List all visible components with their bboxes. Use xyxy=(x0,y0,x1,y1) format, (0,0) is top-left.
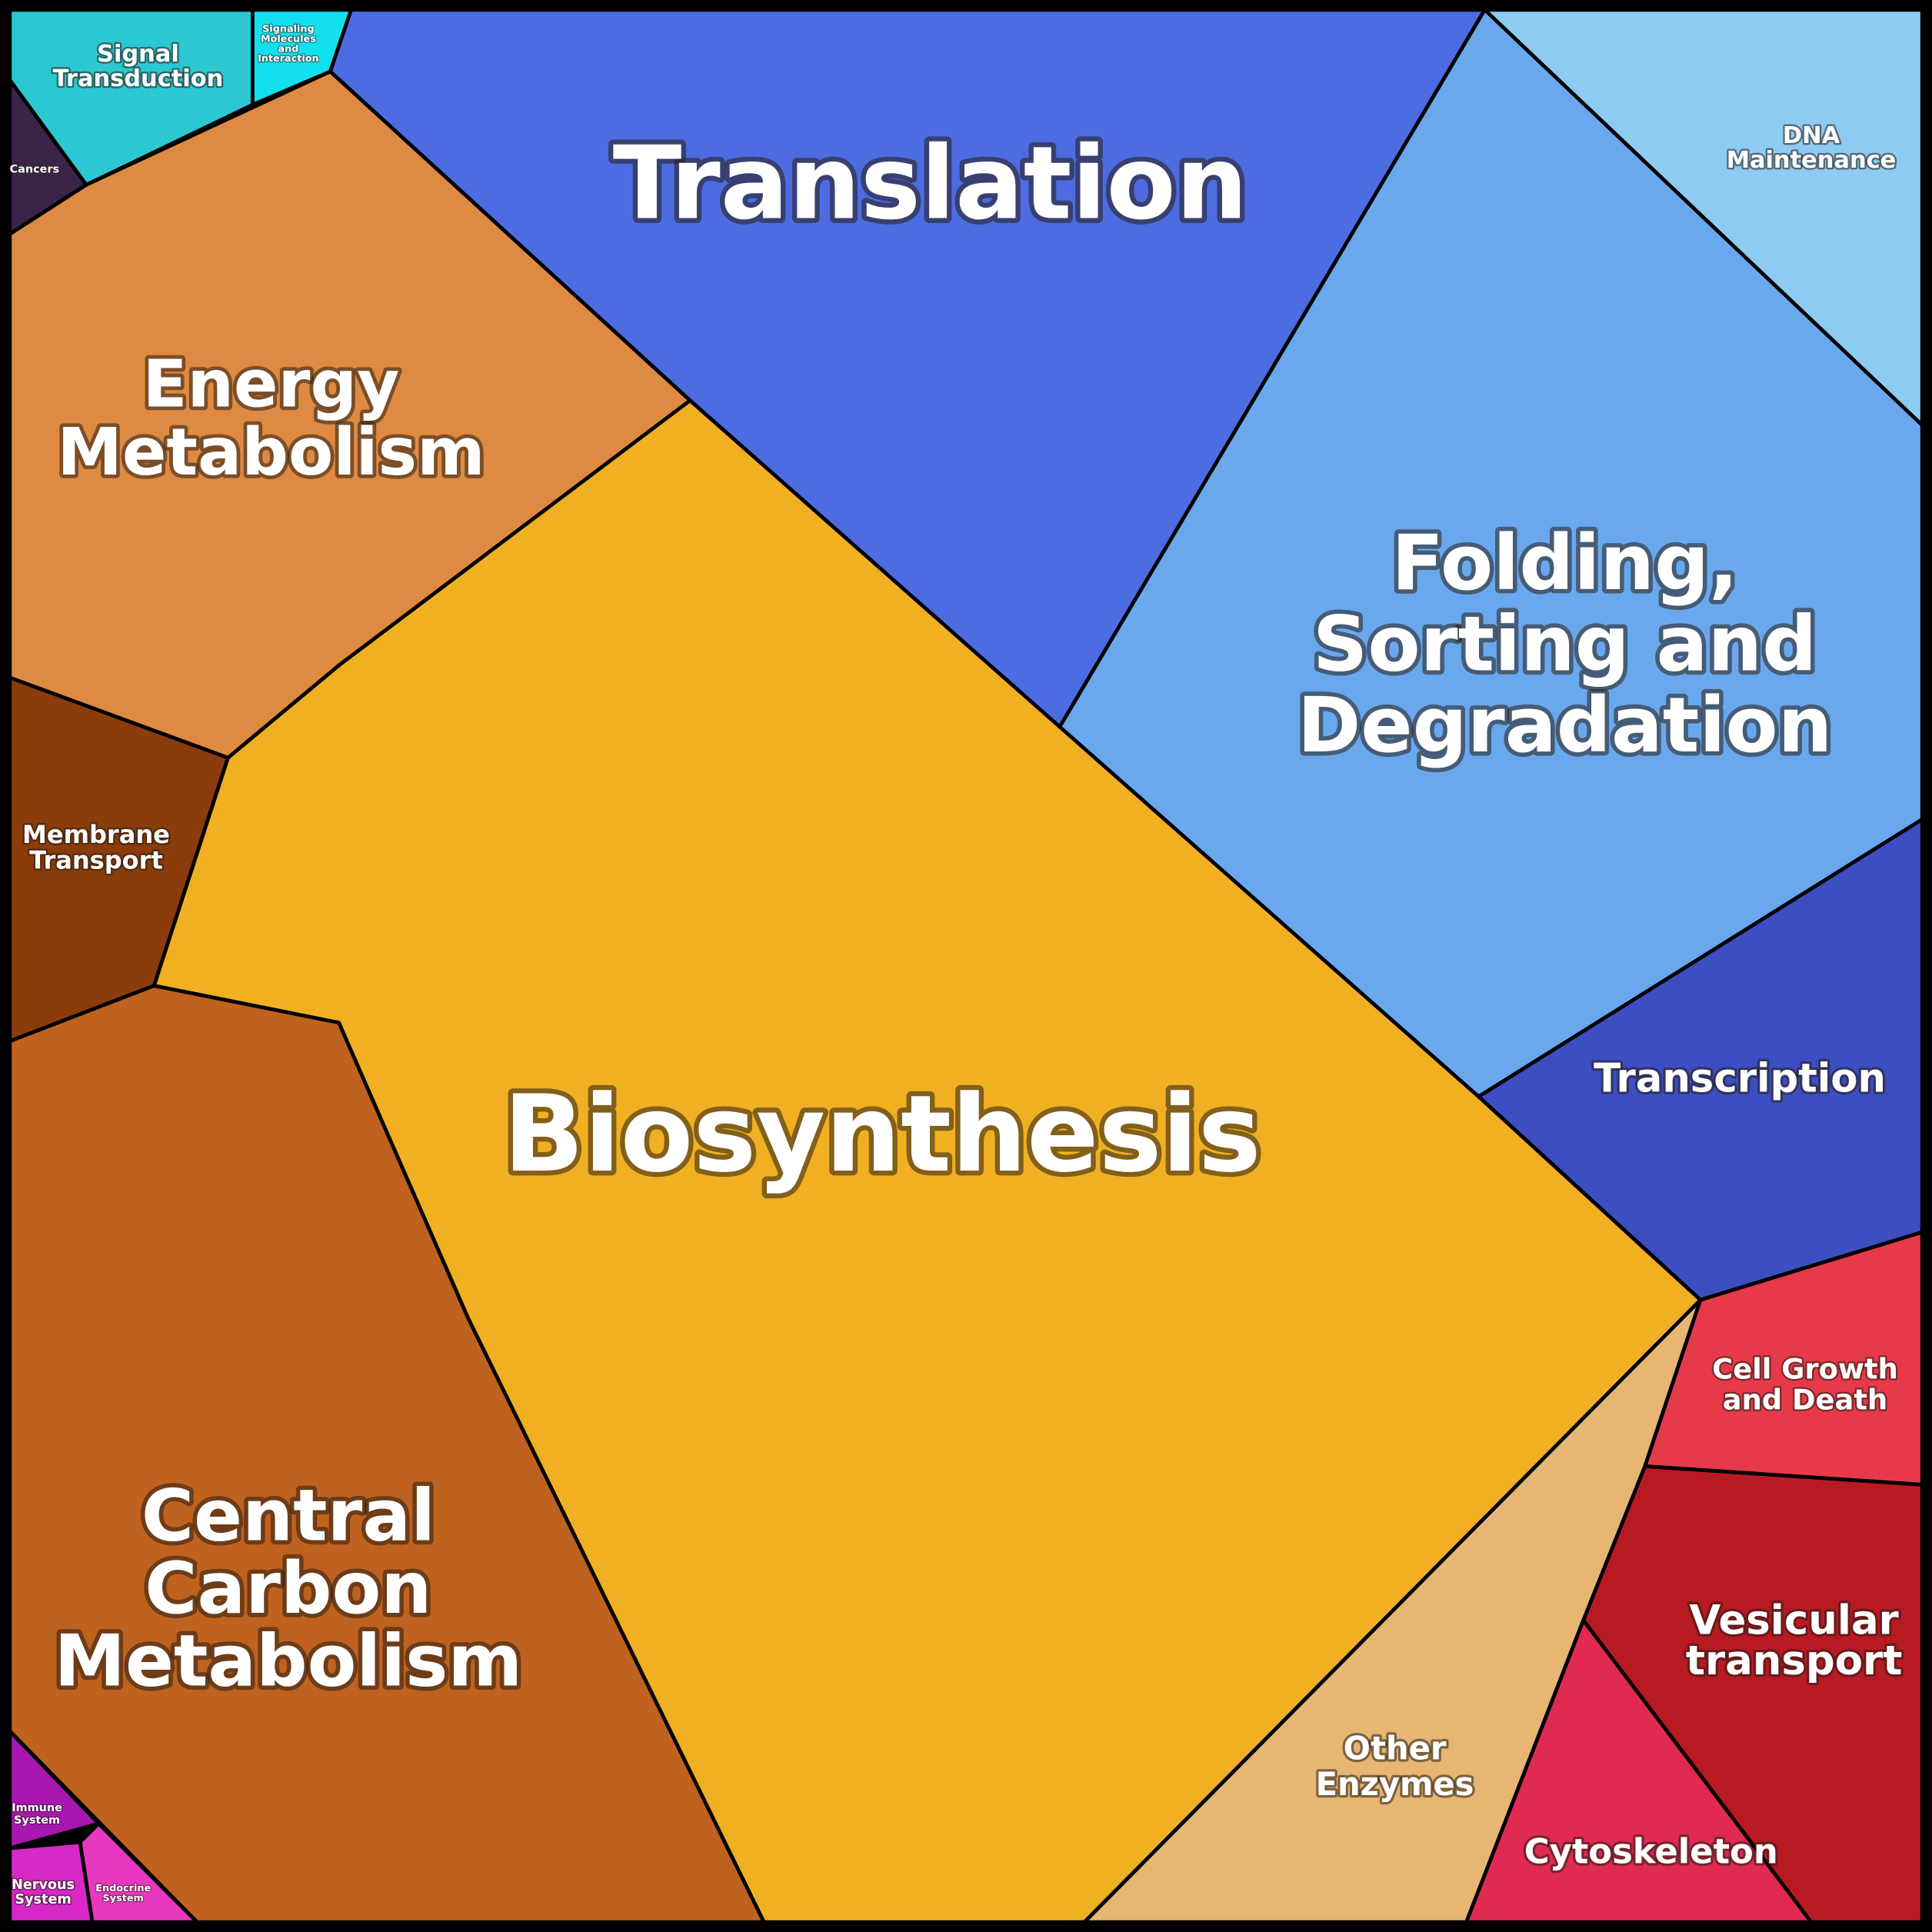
label: Immune System xyxy=(12,1802,62,1827)
label: Translation xyxy=(613,125,1248,242)
label-line: System xyxy=(15,1892,71,1907)
label-line: Cancers xyxy=(10,163,60,175)
label-line: Immune xyxy=(12,1802,62,1814)
label-line: Sorting and xyxy=(1313,601,1817,689)
label-line: Vesicular xyxy=(1689,1597,1898,1644)
label-line: Folding, xyxy=(1391,519,1738,608)
label-line: Central xyxy=(142,1474,435,1557)
label-line: Membrane xyxy=(22,820,170,849)
label-line: Transport xyxy=(29,845,163,874)
label-line: Transduction xyxy=(53,65,224,92)
label-line: Energy xyxy=(142,347,399,423)
region-endocrine xyxy=(78,1821,199,1924)
label-line: Molecules xyxy=(261,33,316,45)
label: Nervous System xyxy=(12,1877,75,1907)
label-line: Metabolism xyxy=(57,415,485,491)
label: Cell Growth and Death xyxy=(1712,1353,1898,1417)
label: Vesicular transport xyxy=(1686,1597,1903,1684)
label: Other Enzymes xyxy=(1316,1730,1474,1803)
label: Energy Metabolism xyxy=(57,347,485,491)
label-line: Signal xyxy=(97,41,179,68)
label-line: Other xyxy=(1344,1730,1447,1767)
label-line: and xyxy=(278,43,298,55)
label-line: Cytoskeleton xyxy=(1524,1830,1778,1871)
label: Central Carbon Metabolism xyxy=(55,1474,523,1703)
label-line: Endocrine xyxy=(95,1883,151,1894)
label-line: Translation xyxy=(613,125,1248,242)
label: DNA Maintenance xyxy=(1727,122,1897,174)
label-line: transport xyxy=(1686,1637,1903,1684)
label-line: Carbon xyxy=(145,1547,431,1630)
region-energy-metabolism xyxy=(8,69,692,760)
region-immune xyxy=(8,1729,101,1850)
label-line: Interaction xyxy=(258,53,319,65)
label: Cancers xyxy=(10,163,60,175)
label: Biosynthesis xyxy=(503,1073,1261,1196)
label-line: and Death xyxy=(1723,1384,1887,1417)
label: Signal Transduction xyxy=(53,41,224,92)
label-line: Nervous xyxy=(12,1877,75,1893)
label-line: Biosynthesis xyxy=(503,1073,1261,1196)
label: Signaling Molecules and Interaction xyxy=(258,24,319,65)
label-line: Signaling xyxy=(262,24,315,35)
label-line: System xyxy=(14,1814,60,1827)
label-line: Enzymes xyxy=(1316,1765,1474,1803)
label-line: Transcription xyxy=(1594,1055,1886,1101)
label-line: Cell Growth xyxy=(1712,1353,1898,1386)
label: Folding, Sorting and Degradation xyxy=(1297,519,1832,770)
label: Transcription xyxy=(1594,1055,1886,1101)
label-line: Degradation xyxy=(1297,681,1832,770)
label-line: System xyxy=(103,1893,144,1904)
label-line: DNA xyxy=(1783,122,1840,149)
label: Cytoskeleton xyxy=(1524,1830,1778,1871)
label: Endocrine System xyxy=(95,1883,151,1904)
label-line: Metabolism xyxy=(55,1620,523,1703)
label: Membrane Transport xyxy=(22,820,170,875)
label-line: Maintenance xyxy=(1727,147,1897,174)
